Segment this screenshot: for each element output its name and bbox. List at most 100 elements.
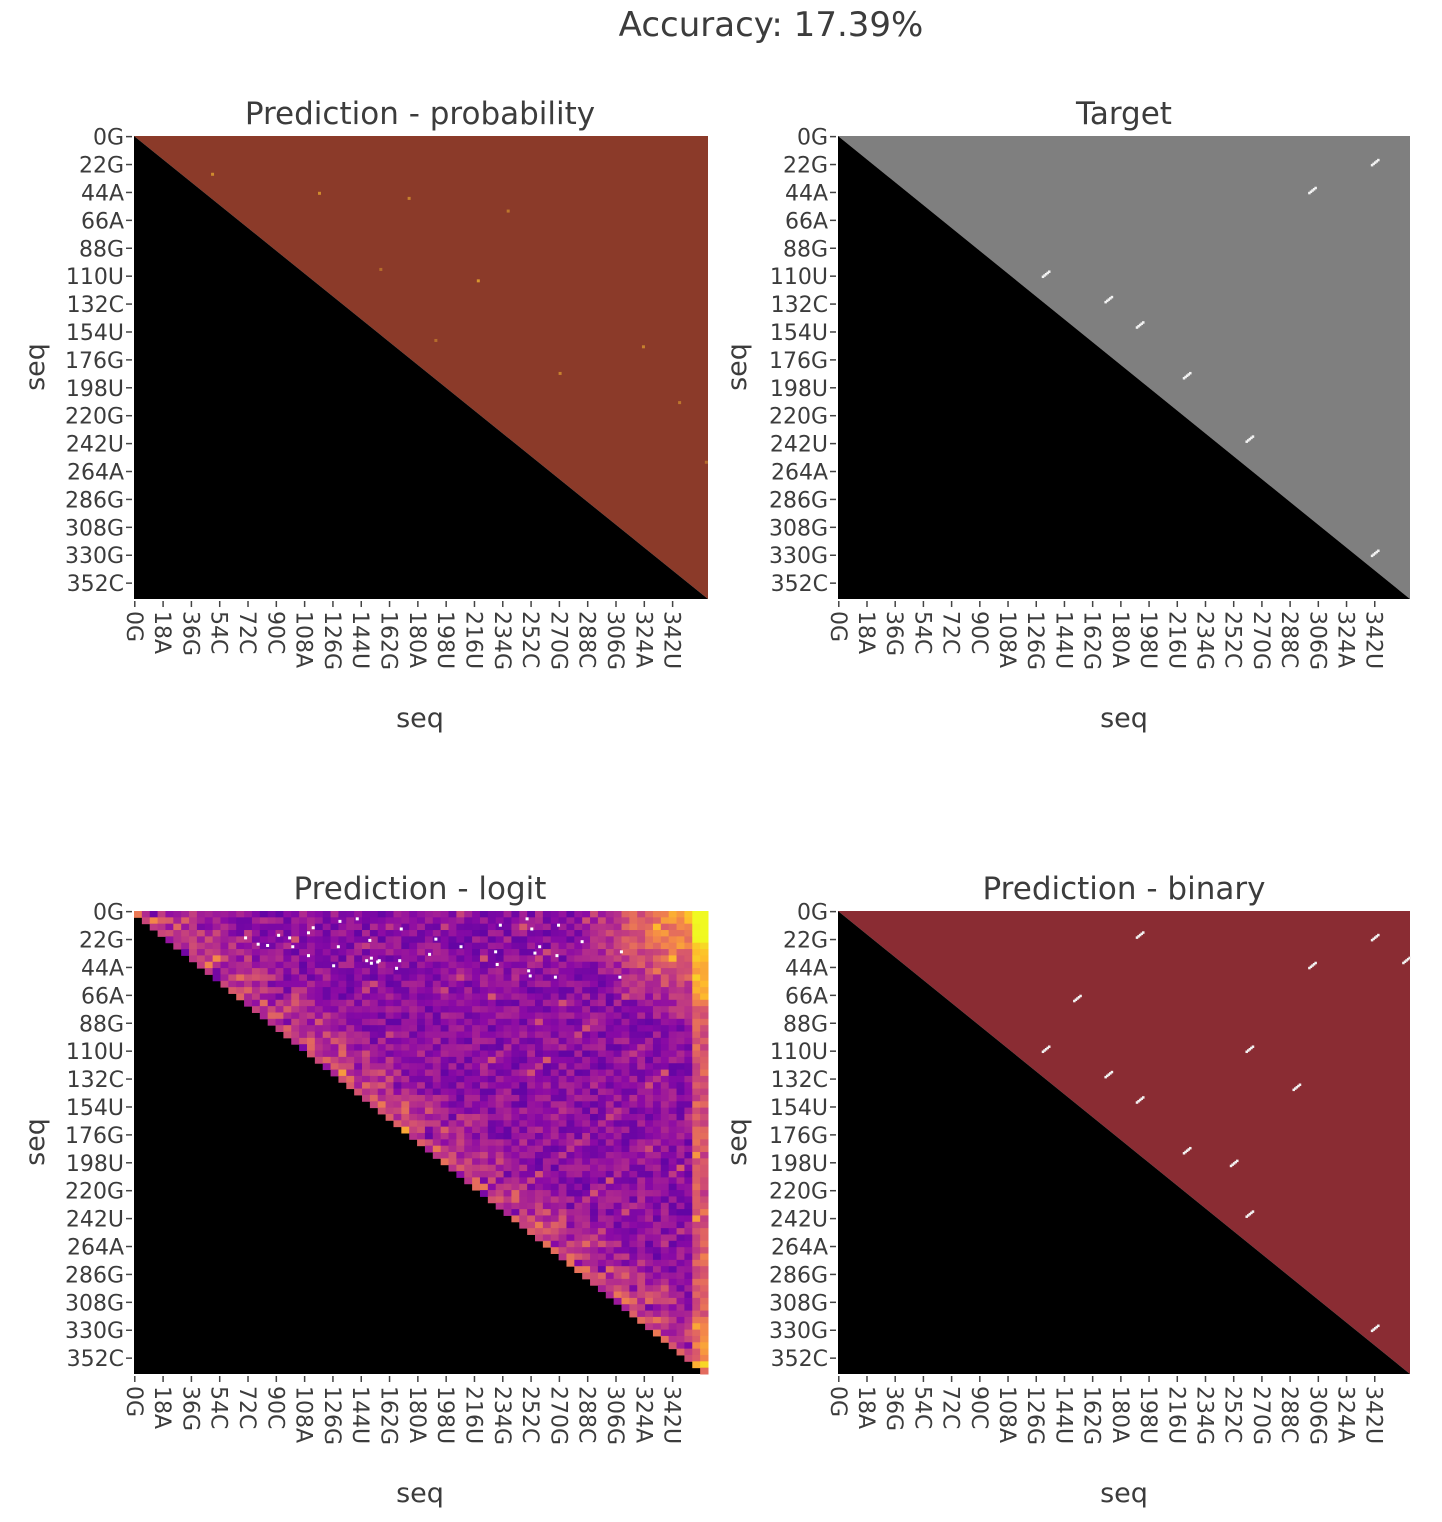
heatmap-cell <box>322 968 332 975</box>
heatmap-cell <box>346 936 355 944</box>
heatmap-cell <box>487 993 497 1001</box>
heatmap-cell <box>613 955 623 963</box>
heatmap-cell <box>692 1348 701 1356</box>
heatmap-cell <box>354 923 363 931</box>
y-tick-label: 110U <box>66 265 124 290</box>
heatmap-cell <box>582 1234 591 1242</box>
heatmap-cell <box>684 1259 693 1267</box>
heatmap-cell <box>535 1037 544 1045</box>
heatmap-cell <box>527 1037 536 1045</box>
heatmap-cell <box>259 911 269 918</box>
heatmap-cell <box>472 987 481 994</box>
heatmap-cell <box>251 980 261 988</box>
heatmap-cell <box>676 1044 685 1052</box>
heatmap-cell <box>338 923 347 931</box>
heatmap-cell <box>605 1006 615 1013</box>
heatmap-cell <box>597 987 607 994</box>
heatmap-cell <box>204 930 214 937</box>
heatmap-highlight-point <box>306 954 310 958</box>
heatmap-cell <box>676 923 685 931</box>
heatmap-cell <box>299 1037 308 1045</box>
heatmap-cell <box>503 961 512 969</box>
heatmap-highlight-point <box>557 923 561 927</box>
heatmap-cell <box>582 1018 591 1026</box>
heatmap-cell <box>393 1056 402 1064</box>
heatmap-cell <box>684 1113 693 1121</box>
heatmap-cell <box>251 917 261 925</box>
heatmap-cell <box>700 1240 709 1248</box>
heatmap-cell <box>684 1354 693 1362</box>
heatmap-cell <box>220 961 229 969</box>
heatmap-cell <box>550 923 560 931</box>
heatmap-cell <box>645 1145 654 1153</box>
heatmap-cell <box>535 1215 544 1223</box>
heatmap-cell <box>369 1082 379 1090</box>
heatmap-highlight-point <box>306 931 310 935</box>
heatmap-cell <box>637 1164 646 1172</box>
heatmap-cell <box>409 1018 418 1026</box>
heatmap-pair-point <box>1140 1097 1143 1100</box>
heatmap-cell <box>330 923 339 931</box>
heatmap-cell <box>511 993 520 1001</box>
heatmap-cell <box>676 1234 685 1242</box>
x-tick-label: 72C <box>234 611 259 654</box>
heatmap-pair-point <box>1309 965 1313 969</box>
heatmap-cell <box>645 1056 654 1064</box>
x-tick-label: 252C <box>517 611 542 668</box>
heatmap-cell <box>283 999 292 1007</box>
heatmap-cell <box>684 949 693 956</box>
heatmap-cell <box>582 1247 591 1254</box>
heatmap-pair-point <box>1370 1329 1374 1333</box>
heatmap-cell <box>684 1152 693 1159</box>
heatmap-cell <box>495 1202 505 1210</box>
heatmap-cell <box>330 968 339 975</box>
heatmap-cell <box>432 1050 442 1058</box>
heatmap-cell <box>605 993 615 1001</box>
heatmap-cell <box>527 961 536 969</box>
heatmap-cell <box>550 968 560 975</box>
heatmap-cell <box>668 1316 678 1324</box>
heatmap-cell <box>590 1259 599 1267</box>
y-tick-label: 242U <box>66 433 124 458</box>
heatmap-cell <box>652 961 662 969</box>
heatmap-cell <box>668 1044 678 1052</box>
heatmap-cell <box>299 911 308 918</box>
heatmap-cell <box>189 942 198 950</box>
heatmap-cell <box>535 1126 544 1134</box>
heatmap-cell <box>432 961 442 969</box>
heatmap-cell <box>535 1183 544 1191</box>
heatmap-pair-point <box>1248 437 1252 441</box>
heatmap-cell <box>330 1050 339 1058</box>
heatmap-pair-point <box>1046 1046 1049 1050</box>
heatmap-cell <box>621 942 630 950</box>
heatmap-cell <box>566 1056 575 1064</box>
heatmap-cell <box>322 942 332 950</box>
heatmap-cell <box>479 980 489 988</box>
heatmap-cell <box>275 987 284 994</box>
heatmap-cell <box>456 1037 465 1045</box>
heatmap-cell <box>645 1228 654 1235</box>
heatmap-cell <box>652 1183 662 1191</box>
heatmap-cell <box>487 949 497 956</box>
heatmap-cell <box>700 1278 709 1286</box>
heatmap-cell <box>597 1113 607 1121</box>
heatmap-cell <box>424 1082 434 1090</box>
heatmap-cell <box>354 1050 363 1058</box>
heatmap-cell <box>590 1037 599 1045</box>
heatmap-highlight-point <box>277 933 281 937</box>
heatmap-cell <box>684 936 693 944</box>
heatmap-cell <box>660 930 670 937</box>
heatmap-cell <box>613 1221 623 1229</box>
heatmap-cell <box>535 1018 544 1026</box>
heatmap-cell <box>637 1132 646 1140</box>
heatmap-cell <box>157 930 166 937</box>
heatmap-cell <box>645 1088 654 1096</box>
panel-probability-points <box>134 136 708 599</box>
heatmap-cell <box>676 1247 685 1254</box>
heatmap-cell <box>220 974 229 982</box>
heatmap-cell <box>330 1031 339 1039</box>
heatmap-cell <box>652 1228 662 1235</box>
heatmap-cell <box>251 930 261 937</box>
heatmap-cell <box>637 1152 646 1159</box>
heatmap-cell <box>660 1196 670 1204</box>
